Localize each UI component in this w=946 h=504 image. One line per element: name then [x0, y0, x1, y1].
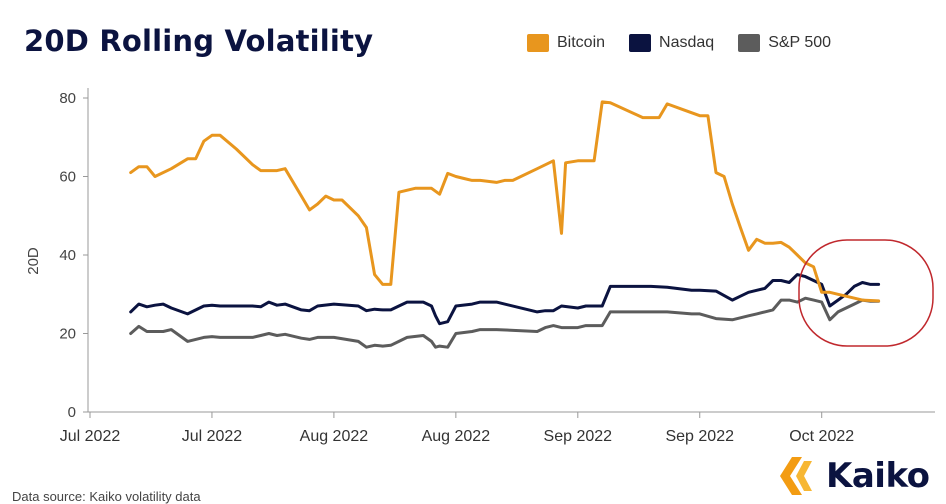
- series-line-bitcoin: [129, 100, 881, 303]
- kaiko-logo: Kaiko: [778, 455, 930, 497]
- x-tick-label-1: Jul 2022: [182, 428, 243, 445]
- chart-legend: Bitcoin Nasdaq S&P 500: [527, 34, 831, 52]
- legend-item-sp500[interactable]: S&P 500: [738, 34, 831, 52]
- x-tick-label-3: Aug 2022: [422, 428, 491, 445]
- legend-label-sp500: S&P 500: [768, 34, 832, 51]
- highlight-ellipse: [798, 239, 934, 347]
- kaiko-logo-icon: [780, 457, 812, 495]
- x-tick-label-2: Aug 2022: [300, 428, 369, 445]
- y-tick-label-40: 40: [59, 247, 76, 264]
- x-tick-label-0: Jul 2022: [60, 428, 121, 445]
- x-tick-label-6: Oct 2022: [789, 428, 854, 445]
- legend-item-bitcoin[interactable]: Bitcoin: [527, 34, 605, 52]
- data-source-note: Data source: Kaiko volatility data: [12, 489, 201, 504]
- legend-swatch-sp500: [738, 34, 761, 52]
- legend-label-bitcoin: Bitcoin: [557, 34, 606, 51]
- kaiko-logo-text: Kaiko: [826, 456, 930, 496]
- legend-swatch-nasdaq: [629, 34, 652, 52]
- legend-swatch-bitcoin: [527, 34, 549, 52]
- y-tick-label-60: 60: [59, 169, 76, 186]
- series-line-nasdaq: [129, 273, 881, 326]
- y-tick-label-80: 80: [59, 90, 76, 107]
- y-tick-label-0: 0: [68, 404, 76, 421]
- legend-item-nasdaq[interactable]: Nasdaq: [629, 34, 714, 52]
- series-line-s-p-500: [129, 296, 881, 349]
- legend-label-nasdaq: Nasdaq: [659, 34, 715, 51]
- x-tick-label-5: Sep 2022: [665, 428, 734, 445]
- y-axis-label: 20D: [25, 247, 42, 275]
- y-tick-label-20: 20: [59, 326, 76, 343]
- chart-title: 20D Rolling Volatility: [24, 24, 374, 58]
- x-tick-label-4: Sep 2022: [544, 428, 613, 445]
